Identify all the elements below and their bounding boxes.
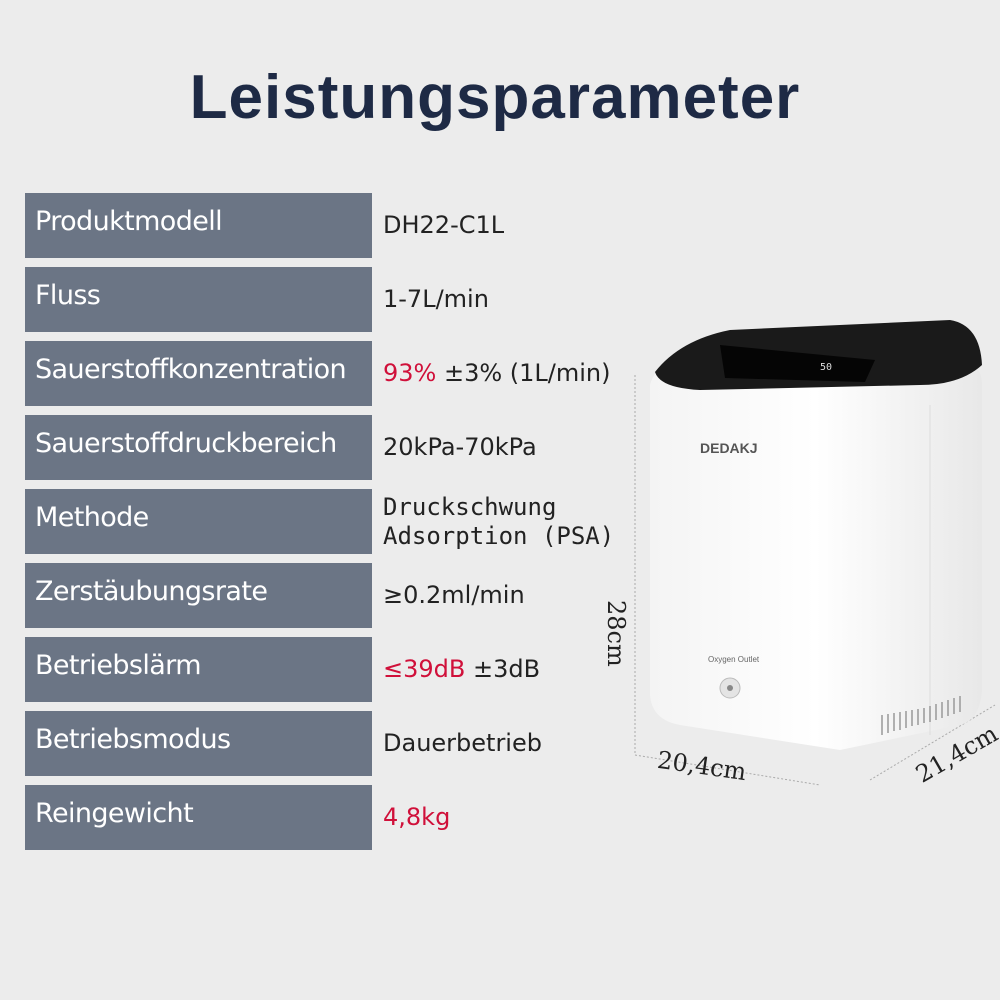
- oxygen-concentrator-image: 50 DEDAKJ Oxygen Outlet: [634, 320, 996, 786]
- spec-label: Zerstäubungsrate: [25, 563, 372, 628]
- spec-value: 20kPa-70kPa: [383, 433, 537, 461]
- spec-row-concentration: Sauerstoffkonzentration 93% ±3% (1L/min): [25, 341, 1000, 406]
- vent-grille: [881, 696, 961, 735]
- spec-row-noise: Betriebslärm ≤39dB ±3dB: [25, 637, 1000, 702]
- device-body: [650, 360, 982, 750]
- spec-value: Dauerbetrieb: [383, 729, 542, 757]
- spec-row-pressure: Sauerstoffdruckbereich 20kPa-70kPa: [25, 415, 1000, 480]
- spec-row-model: Produktmodell DH22-C1L: [25, 193, 1000, 258]
- spec-value: 4,8kg: [383, 803, 451, 831]
- spec-label: Betriebslärm: [25, 637, 372, 702]
- page-title: Leistungsparameter: [189, 63, 801, 132]
- spec-row-mode: Betriebsmodus Dauerbetrieb: [25, 711, 1000, 776]
- spec-label: Methode: [25, 489, 372, 554]
- device-display: 50: [820, 362, 832, 373]
- spec-value-rest: ±3% (1L/min): [436, 359, 611, 387]
- spec-value-highlight: 93%: [383, 359, 437, 387]
- spec-value: ≥0.2ml/min: [383, 581, 525, 609]
- brand-logo: DEDAKJ: [700, 440, 758, 456]
- spec-label: Produktmodell: [25, 193, 372, 258]
- spec-value: Druckschwung Adsorption (PSA): [383, 493, 614, 558]
- spec-label: Sauerstoffkonzentration: [25, 341, 372, 406]
- dimension-height: 28cm: [602, 600, 630, 667]
- spec-value: 93% ±3% (1L/min): [383, 341, 611, 406]
- spec-row-weight: Reingewicht 4,8kg: [25, 785, 1000, 850]
- spec-value-highlight: ≤39dB: [383, 655, 466, 683]
- spec-label: Sauerstoffdruckbereich: [25, 415, 372, 480]
- spec-value: 1-7L/min: [383, 285, 489, 313]
- spec-row-method: Methode Druckschwung Adsorption (PSA): [25, 489, 1000, 554]
- spec-label: Reingewicht: [25, 785, 372, 850]
- spec-value-line1: Druckschwung: [383, 493, 557, 521]
- spec-value-rest: ±3dB: [465, 655, 541, 683]
- spec-row-flow: Fluss 1-7L/min: [25, 267, 1000, 332]
- spec-label: Betriebsmodus: [25, 711, 372, 776]
- spec-value: DH22-C1L: [383, 211, 505, 239]
- spec-value: ≤39dB ±3dB: [383, 637, 540, 702]
- outlet-label: Oxygen Outlet: [708, 655, 760, 664]
- spec-label: Fluss: [25, 267, 372, 332]
- spec-value-line2: Adsorption (PSA): [383, 522, 615, 550]
- spec-row-atomization: Zerstäubungsrate ≥0.2ml/min: [25, 563, 1000, 628]
